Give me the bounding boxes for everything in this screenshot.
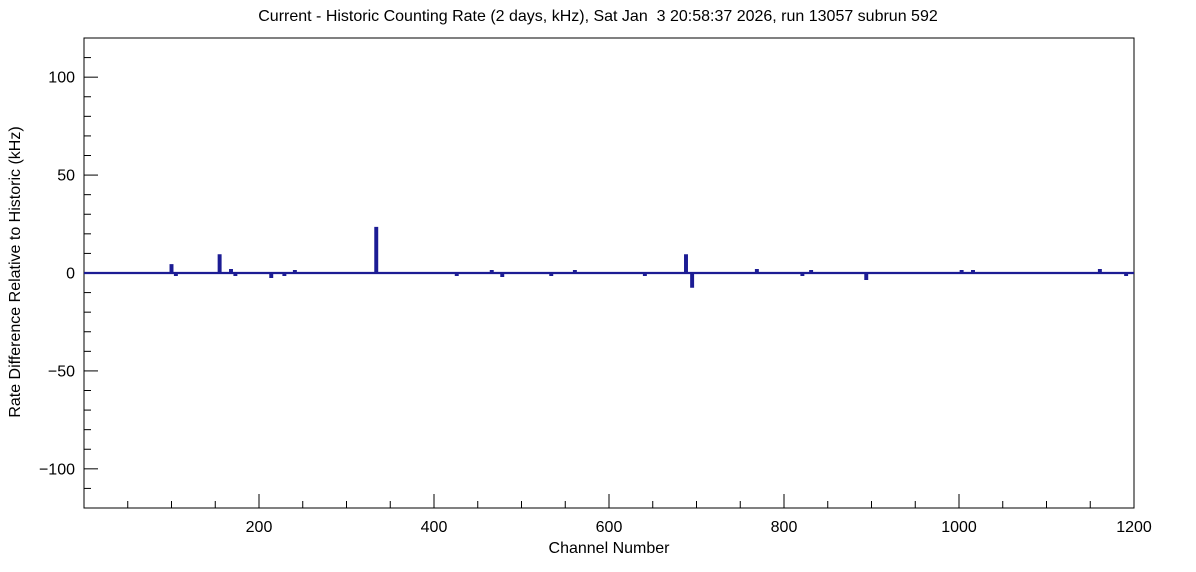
y-tick-label: 100 [48, 70, 75, 87]
x-tick-label: 400 [421, 519, 448, 536]
x-tick-label: 1000 [941, 519, 977, 536]
x-tick-label: 800 [771, 519, 798, 536]
x-axis-title: Channel Number [548, 540, 670, 557]
x-tick-label: 600 [596, 519, 623, 536]
y-tick-label: 50 [57, 168, 75, 185]
y-axis-title: Rate Difference Relative to Historic (kH… [7, 126, 24, 418]
y-tick-label: −50 [48, 363, 75, 380]
y-tick-label: −100 [39, 461, 75, 478]
chart-title: Current - Historic Counting Rate (2 days… [258, 8, 938, 25]
y-tick-label: 0 [66, 266, 75, 283]
histogram-line [84, 226, 1134, 288]
x-tick-label: 1200 [1116, 519, 1152, 536]
x-tick-label: 200 [246, 519, 273, 536]
